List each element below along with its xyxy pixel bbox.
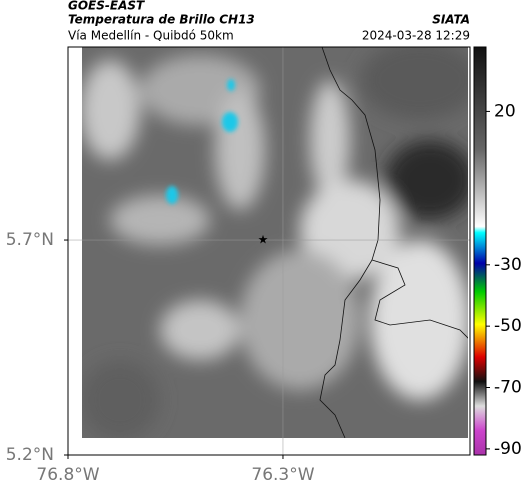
lat-tick-label: 5.2°N: [6, 445, 54, 465]
colorbar-tick-label: 20: [494, 101, 516, 121]
colorbar-tick-label: -50: [494, 316, 522, 336]
lon-tick-label: 76.8°W: [36, 465, 99, 485]
colorbar-tick-label: -30: [494, 255, 522, 275]
lon-tick-label: 76.3°W: [251, 465, 314, 485]
credit: SIATA: [432, 13, 470, 27]
colorbar: [473, 46, 487, 456]
satellite-image: [82, 47, 468, 438]
lat-tick-label: 5.7°N: [6, 230, 54, 250]
source: GOES-EAST: [68, 0, 145, 13]
colorbar-tick-label: -90: [494, 439, 522, 459]
title: Temperatura de Brillo CH13: [68, 13, 255, 27]
subtitle: Vía Medellín - Quibdó 50km: [68, 29, 234, 43]
location-star: ★: [258, 233, 269, 247]
timestamp: 2024-03-28 12:29: [362, 29, 470, 43]
colorbar-tick-label: -70: [494, 378, 522, 398]
map-frame: [67, 46, 471, 456]
